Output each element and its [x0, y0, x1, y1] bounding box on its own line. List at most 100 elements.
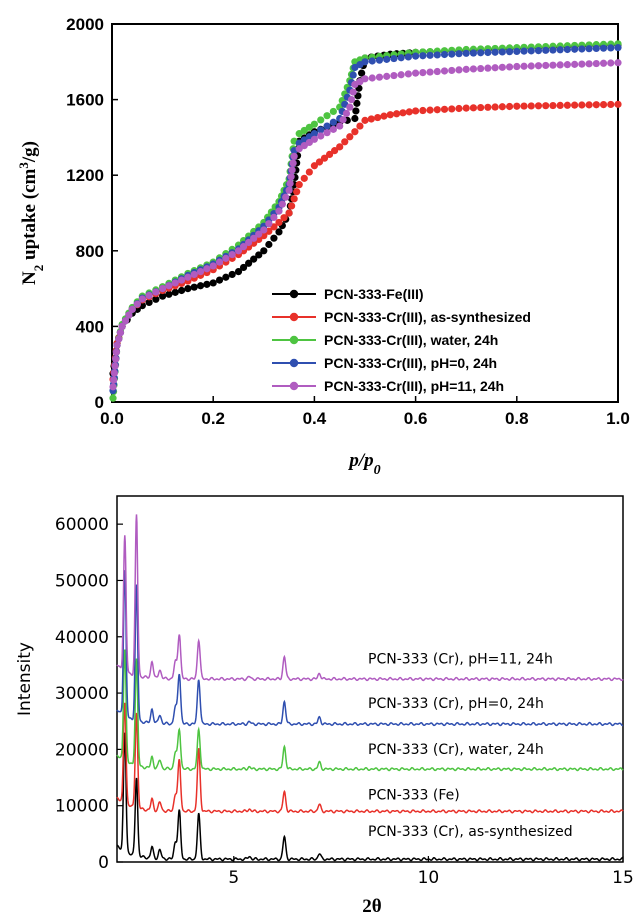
data-point: [426, 51, 434, 59]
data-point: [527, 47, 535, 55]
x-tick-label: 0.4: [303, 409, 327, 428]
data-point: [484, 64, 492, 72]
data-point: [592, 101, 600, 109]
isotherm-x-axis-label: p/p0: [347, 450, 380, 478]
legend-label: PCN-333-Cr(III), pH=0, 24h: [324, 355, 497, 371]
ylabel-part-uptake: uptake (cm: [19, 168, 40, 264]
data-point: [433, 106, 441, 114]
data-point: [484, 48, 492, 57]
data-point: [336, 122, 344, 130]
y-tick-label: 10000: [55, 797, 109, 817]
data-point: [289, 159, 297, 167]
data-point: [317, 126, 325, 134]
data-point: [426, 106, 434, 114]
data-point: [145, 291, 153, 300]
data-point: [112, 355, 120, 363]
data-point: [317, 116, 325, 124]
data-point: [288, 202, 296, 210]
data-point: [133, 300, 141, 308]
data-point: [578, 45, 586, 53]
data-point: [278, 200, 286, 208]
data-point: [356, 122, 364, 130]
data-point: [520, 47, 528, 55]
legend-swatch-marker: [289, 289, 299, 299]
data-point: [404, 70, 412, 78]
y-tick-label: 2000: [66, 15, 104, 34]
data-point: [571, 101, 579, 109]
data-point: [498, 63, 506, 71]
data-point: [222, 254, 230, 262]
data-point: [361, 75, 369, 83]
data-point: [498, 48, 506, 56]
data-point: [375, 56, 384, 64]
data-point: [305, 168, 313, 176]
data-point: [578, 60, 586, 68]
pxrd-pattern-line: [116, 649, 624, 772]
pxrd-x-axis-label: 2θ: [362, 896, 382, 917]
data-point: [310, 135, 318, 143]
legend-label: PCN-333-Cr(III), water, 24h: [324, 332, 498, 348]
data-point: [339, 116, 347, 124]
data-point: [265, 240, 273, 249]
data-point: [165, 290, 173, 298]
data-point: [275, 218, 283, 227]
data-point: [367, 115, 375, 123]
data-point: [270, 213, 278, 222]
data-point: [275, 228, 283, 236]
pxrd-chart: 0 10000 20000 30000 40000 50000 60000 5 10 15 PC…: [15, 495, 634, 917]
data-point: [228, 270, 236, 279]
data-point: [419, 52, 427, 60]
pxrd-series: [116, 514, 624, 862]
pxrd-pattern-label: PCN-333 (Cr), water, 24h: [368, 742, 544, 758]
data-point: [287, 173, 295, 181]
data-point: [397, 54, 405, 62]
data-point: [331, 147, 339, 155]
data-point: [386, 111, 394, 119]
data-point: [317, 132, 325, 140]
data-point: [542, 61, 550, 70]
data-point: [426, 68, 434, 76]
data-point: [109, 394, 117, 402]
data-point: [351, 114, 359, 123]
data-point: [549, 101, 557, 110]
data-point: [353, 99, 361, 107]
data-point: [462, 49, 470, 57]
isotherm-series: [109, 40, 622, 402]
data-point: [571, 45, 579, 53]
data-point: [513, 62, 521, 71]
data-point: [234, 267, 243, 276]
x-tick-label: 5: [228, 868, 239, 888]
data-point: [121, 317, 130, 325]
data-point: [228, 250, 236, 259]
data-point: [585, 101, 593, 109]
pxrd-pattern-line: [116, 702, 624, 814]
data-point: [209, 262, 217, 270]
data-point: [282, 193, 290, 201]
pxrd-y-axis-label: Intensity: [15, 642, 35, 716]
data-point: [399, 109, 407, 117]
data-point: [462, 65, 470, 73]
data-point: [383, 55, 391, 63]
data-point: [275, 207, 283, 215]
data-point: [397, 71, 405, 79]
data-point: [113, 341, 121, 349]
isotherm-plot-frame: [111, 23, 619, 403]
data-point: [110, 376, 118, 384]
data-point: [374, 113, 382, 122]
data-point: [477, 64, 485, 73]
data-point: [125, 311, 133, 319]
data-point: [349, 71, 357, 79]
ylabel-part-unit: /g): [19, 141, 40, 163]
data-point: [534, 62, 543, 70]
data-point: [527, 62, 535, 70]
x-tick-label: 15: [612, 868, 634, 888]
data-point: [578, 101, 586, 109]
y-tick-label: 50000: [55, 571, 109, 591]
data-point: [393, 110, 401, 118]
y-tick-label: 400: [76, 317, 104, 336]
data-point: [341, 138, 349, 146]
data-point: [255, 230, 263, 238]
data-point: [177, 286, 186, 295]
data-point: [110, 369, 118, 377]
data-point: [534, 46, 543, 55]
